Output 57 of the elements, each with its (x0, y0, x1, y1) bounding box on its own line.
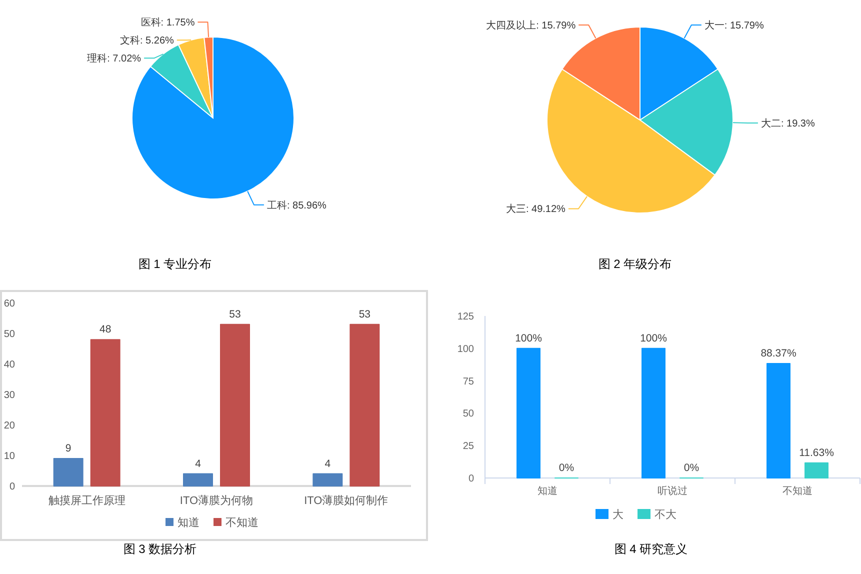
y-tick-label: 30 (4, 390, 16, 401)
y-tick-label: 40 (4, 360, 16, 370)
text: 图 3 数据分析 (123, 542, 197, 556)
slice-label: 理科: 7.02% (87, 52, 142, 65)
x-tick-label: 听说过 (658, 485, 688, 497)
slice-label: 大二: 19.3% (760, 117, 815, 130)
legend-label: 大 (612, 508, 624, 521)
data-label: 53 (358, 308, 371, 320)
data-label: 53 (229, 308, 241, 320)
legend-label: 知道 (178, 517, 200, 529)
bar (804, 462, 828, 478)
y-tick-label: 100 (457, 344, 474, 355)
data-label: 0% (558, 462, 574, 474)
y-tick-label: 50 (462, 408, 474, 420)
data-label: 4 (324, 458, 331, 470)
bar (90, 339, 120, 486)
bar (53, 458, 84, 486)
slice-label: 大一: 15.79% (704, 20, 764, 32)
legend-label: 不大 (654, 508, 676, 521)
bar (516, 348, 540, 478)
bar (642, 348, 666, 478)
y-tick-label: 0 (9, 482, 16, 492)
x-tick-label: 不知道 (782, 485, 812, 497)
data-label: 0% (684, 462, 700, 474)
bar (183, 473, 213, 486)
y-tick-label: 50 (4, 329, 16, 340)
data-label: 100% (640, 332, 667, 344)
text: 图 4 研究意义 (614, 542, 688, 556)
x-tick-label: ITO薄膜如何制作 (304, 494, 388, 507)
text: 图 2 年级分布 (598, 257, 672, 271)
data-label: 11.63% (799, 446, 834, 459)
y-tick-label: 10 (4, 451, 16, 462)
data-label: 4 (195, 458, 202, 470)
x-tick-label: 触摸屏工作原理 (48, 495, 126, 507)
y-tick-label: 75 (462, 376, 474, 388)
bar (766, 362, 790, 478)
slice-label: 大四及以上: 15.79% (486, 20, 576, 32)
x-tick-label: 知道 (538, 485, 558, 497)
text: 图 1 专业分布 (138, 257, 212, 271)
slice-label: 文科: 5.26% (120, 34, 174, 47)
y-tick-label: 0 (468, 474, 474, 484)
y-tick-label: 25 (462, 441, 474, 452)
bar (350, 324, 380, 486)
x-tick-label: ITO薄膜为何物 (180, 494, 254, 507)
data-label: 100% (515, 332, 542, 344)
bar (220, 324, 250, 486)
slice-label: 医科: 1.75% (140, 16, 195, 29)
legend-label: 不知道 (226, 517, 258, 529)
bar (312, 473, 343, 486)
slice-label: 工科: 85.96% (266, 199, 327, 212)
y-tick-label: 125 (457, 312, 474, 322)
data-label: 48 (99, 324, 112, 336)
data-label: 9 (65, 442, 72, 455)
y-tick-label: 60 (4, 298, 16, 310)
y-tick-label: 20 (4, 420, 16, 432)
data-label: 88.37% (760, 347, 796, 360)
slice-label: 大三: 49.12% (506, 203, 566, 216)
